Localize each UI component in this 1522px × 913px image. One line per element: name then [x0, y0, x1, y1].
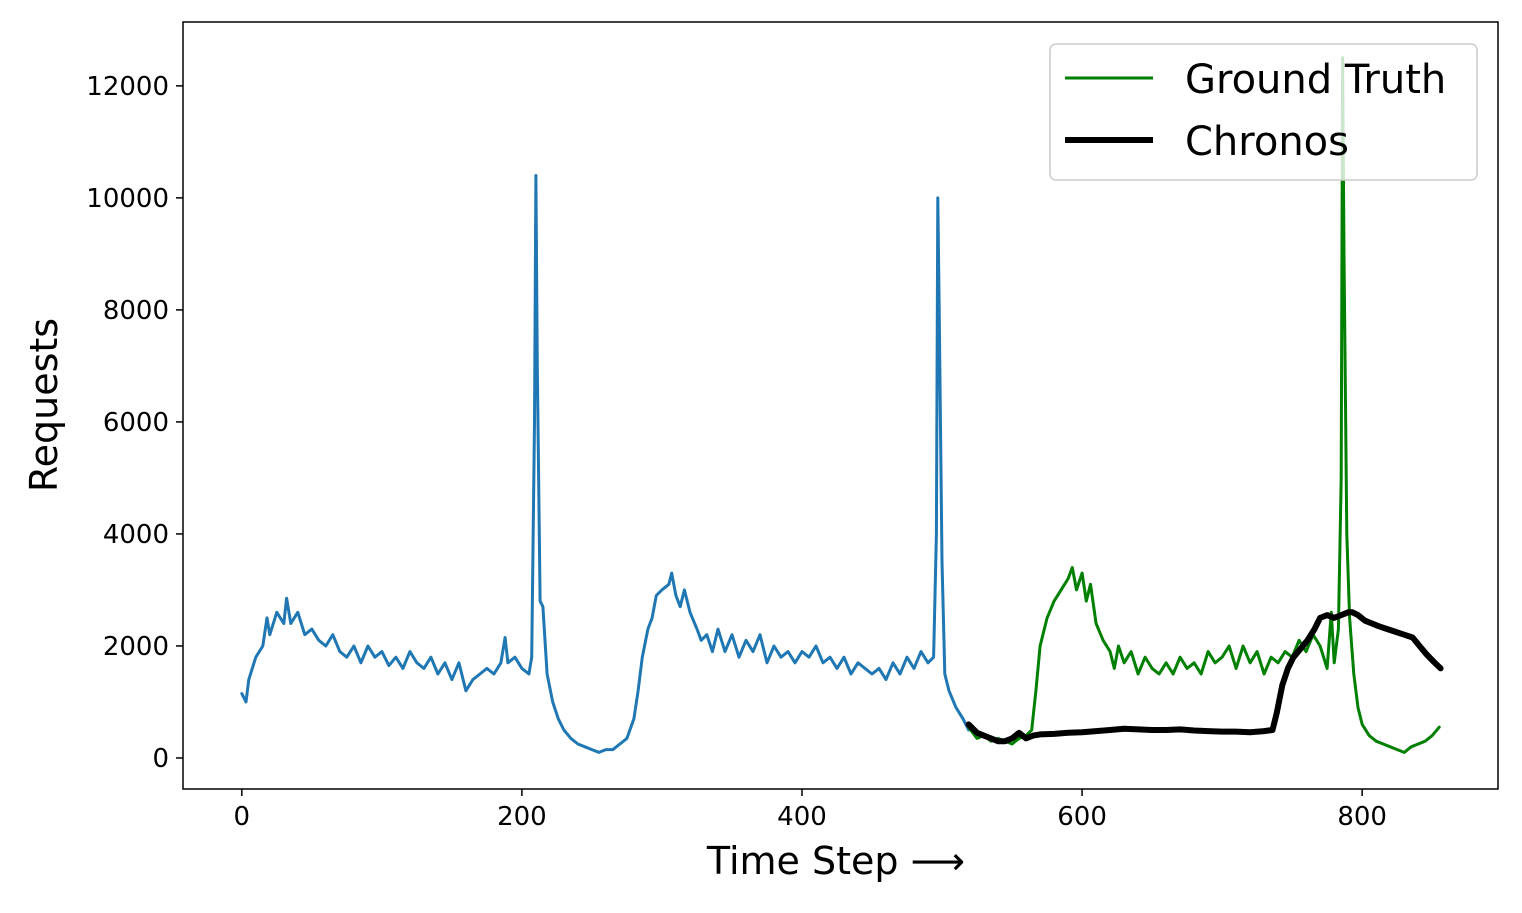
legend: Ground Truth Chronos: [1049, 43, 1478, 181]
legend-box: [1049, 43, 1478, 181]
x-axis: 0 200 400 600 800: [234, 789, 1387, 832]
y-tick-label: 12000: [86, 72, 169, 102]
series-line-chronos: [965, 609, 1444, 745]
y-tick-label: 10000: [86, 184, 169, 214]
y-tick-label: 2000: [103, 632, 169, 662]
plot-frame: [182, 21, 1499, 790]
series-line-history: [240, 174, 971, 754]
y-tick-label: 6000: [103, 408, 169, 438]
y-tick-label: 0: [152, 744, 169, 774]
y-tick-label: 8000: [103, 296, 169, 326]
y-axis-label: Requests: [22, 318, 66, 492]
y-tick-label: 4000: [103, 520, 169, 550]
y-axis: 0 2000 4000 6000 8000 10000 12000: [86, 72, 183, 774]
x-tick-label: 0: [234, 802, 251, 832]
x-axis-label: Time Step ⟶: [706, 839, 965, 883]
series-layer: [240, 56, 1444, 754]
x-tick-label: 800: [1337, 802, 1387, 832]
x-tick-label: 200: [497, 802, 547, 832]
x-tick-label: 400: [777, 802, 827, 832]
x-tick-label: 600: [1057, 802, 1107, 832]
legend-ground-truth-label: Ground Truth: [1185, 57, 1446, 103]
series-line-ground-truth: [967, 56, 1441, 754]
legend-chronos-label: Chronos: [1185, 119, 1349, 165]
